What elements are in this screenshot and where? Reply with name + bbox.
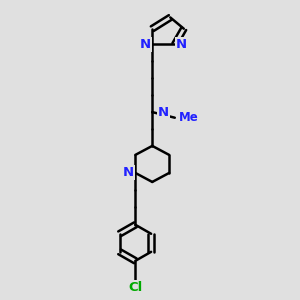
Text: Me: Me bbox=[179, 111, 199, 124]
Text: N: N bbox=[140, 38, 151, 51]
Text: Cl: Cl bbox=[128, 281, 142, 294]
Text: N: N bbox=[158, 106, 169, 118]
Text: N: N bbox=[123, 167, 134, 179]
Text: N: N bbox=[176, 38, 187, 51]
